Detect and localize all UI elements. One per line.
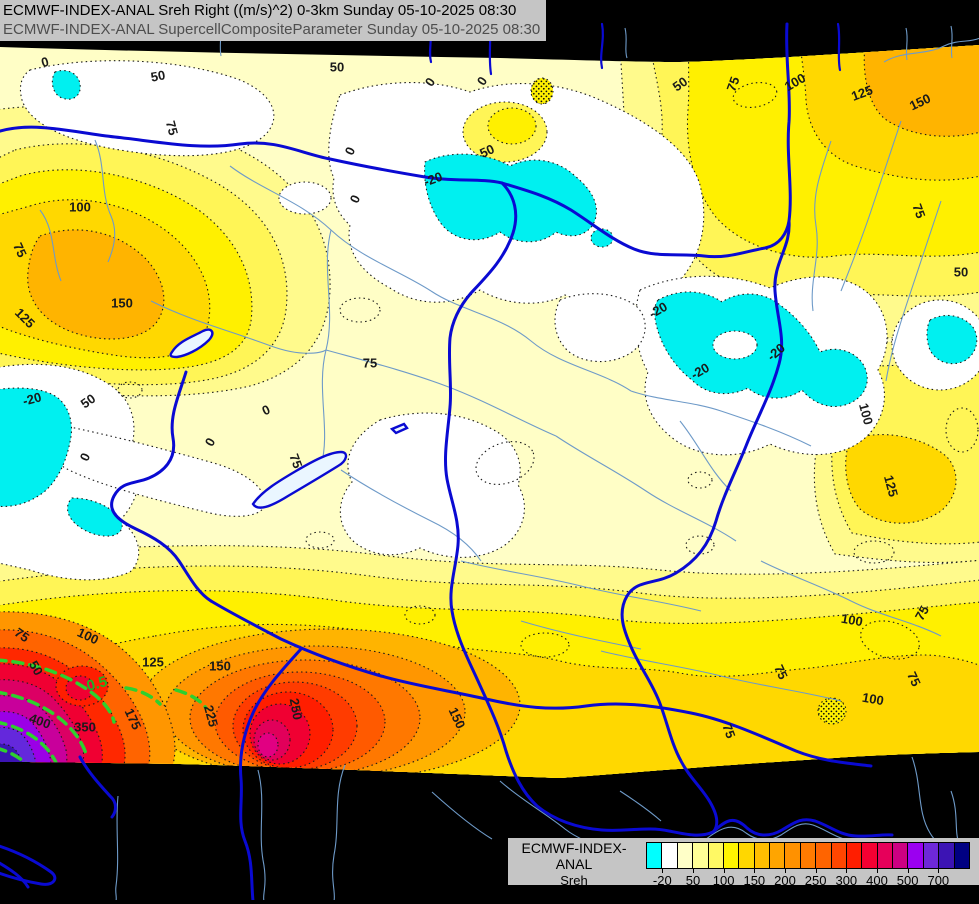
lake-balaton bbox=[251, 450, 348, 509]
legend-tick-label: 700 bbox=[927, 873, 950, 888]
legend-color-cell bbox=[862, 843, 878, 868]
legend-tick bbox=[877, 869, 878, 873]
legend-tick-label: 50 bbox=[685, 873, 701, 888]
legend-tick bbox=[723, 869, 725, 873]
legend-bar-area: -20 50 100 150 200 250 300 400 500 700 bbox=[646, 842, 970, 888]
legend-tick bbox=[907, 869, 909, 873]
legend-color-cell bbox=[816, 843, 832, 868]
legend-color-cell bbox=[754, 843, 770, 868]
legend-color-cell bbox=[785, 843, 801, 868]
legend-tick bbox=[846, 869, 848, 873]
legend-color-cell bbox=[877, 843, 893, 868]
legend-tick-label: 250 bbox=[804, 873, 827, 888]
legend-tick-label: -20 bbox=[652, 873, 672, 888]
legend-color-cell bbox=[846, 843, 863, 868]
title-line-secondary: ECMWF-INDEX-ANAL SupercellCompositeParam… bbox=[3, 21, 541, 38]
legend-color-cell bbox=[647, 843, 663, 868]
legend-tick-label: 100 bbox=[712, 873, 735, 888]
legend-tick-label: 400 bbox=[866, 873, 888, 888]
lake-velence bbox=[389, 422, 409, 435]
legend-tick-label: 500 bbox=[896, 873, 919, 888]
legend-color-cell bbox=[708, 843, 724, 868]
legend-color-cell bbox=[677, 843, 694, 868]
lake-small bbox=[169, 328, 214, 359]
legend-units: (m/s)^2 bbox=[552, 889, 596, 904]
legend-color-cell bbox=[939, 843, 955, 868]
title-line-primary: ECMWF-INDEX-ANAL Sreh Right ((m/s)^2) 0-… bbox=[3, 2, 517, 19]
legend: ECMWF-INDEX-ANAL Sreh (m/s)^2 -20 50 100 15… bbox=[508, 838, 979, 904]
legend-parameter: Sreh bbox=[560, 873, 588, 888]
legend-color-cell bbox=[662, 843, 678, 868]
legend-colorbar bbox=[646, 842, 970, 869]
legend-color-cell bbox=[723, 843, 740, 868]
legend-color-cell bbox=[893, 843, 909, 868]
legend-text: ECMWF-INDEX-ANAL Sreh (m/s)^2 bbox=[508, 838, 640, 904]
legend-color-cell bbox=[908, 843, 924, 868]
legend-source: ECMWF-INDEX-ANAL bbox=[521, 840, 627, 872]
legend-color-cell bbox=[800, 843, 817, 868]
legend-color-cell bbox=[693, 843, 709, 868]
legend-tick-label: 150 bbox=[743, 873, 766, 888]
contour-field bbox=[0, 45, 979, 778]
legend-tick bbox=[754, 869, 756, 873]
legend-tick-label: 300 bbox=[835, 873, 858, 888]
legend-tick bbox=[815, 869, 817, 873]
legend-color-cell bbox=[739, 843, 755, 868]
legend-color-cell bbox=[770, 843, 786, 868]
legend-tick-label: 200 bbox=[774, 873, 796, 888]
legend-tick bbox=[938, 869, 940, 873]
legend-tick bbox=[693, 869, 694, 873]
title-bar: ECMWF-INDEX-ANAL Sreh Right ((m/s)^2) 0-… bbox=[0, 0, 547, 41]
rivers-layer bbox=[0, 20, 894, 900]
legend-color-cell bbox=[923, 843, 940, 868]
legend-tick bbox=[785, 869, 786, 873]
legend-color-cell bbox=[831, 843, 847, 868]
legend-tick bbox=[662, 869, 664, 873]
legend-color-cell bbox=[954, 843, 969, 868]
